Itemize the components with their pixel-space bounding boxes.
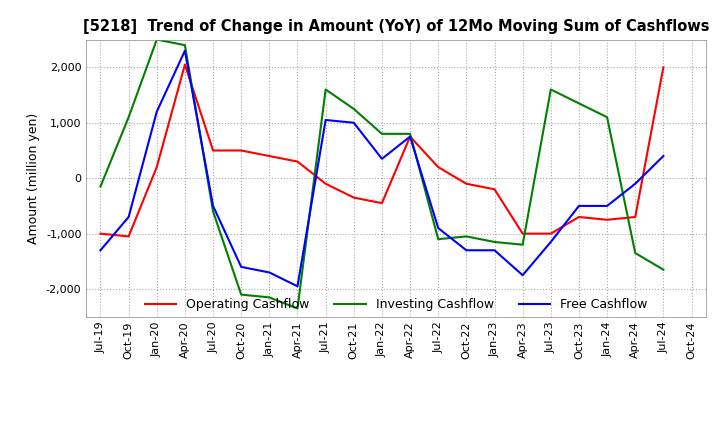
- Operating Cashflow: [575, 214, 583, 220]
- Operating Cashflow: [462, 181, 471, 187]
- Free Cashflow: [434, 225, 443, 231]
- Free Cashflow: [125, 214, 133, 220]
- Investing Cashflow: [265, 295, 274, 300]
- Free Cashflow: [659, 154, 667, 159]
- Line: Operating Cashflow: Operating Cashflow: [101, 65, 663, 236]
- Investing Cashflow: [603, 114, 611, 120]
- Free Cashflow: [490, 248, 499, 253]
- Operating Cashflow: [237, 148, 246, 153]
- Y-axis label: Amount (million yen): Amount (million yen): [27, 113, 40, 244]
- Operating Cashflow: [293, 159, 302, 164]
- Operating Cashflow: [631, 214, 639, 220]
- Free Cashflow: [462, 248, 471, 253]
- Free Cashflow: [377, 156, 386, 161]
- Operating Cashflow: [377, 201, 386, 206]
- Investing Cashflow: [153, 37, 161, 42]
- Operating Cashflow: [546, 231, 555, 236]
- Free Cashflow: [293, 284, 302, 289]
- Free Cashflow: [181, 48, 189, 53]
- Free Cashflow: [631, 181, 639, 187]
- Operating Cashflow: [321, 181, 330, 187]
- Operating Cashflow: [603, 217, 611, 222]
- Investing Cashflow: [575, 101, 583, 106]
- Operating Cashflow: [406, 134, 415, 139]
- Investing Cashflow: [434, 237, 443, 242]
- Operating Cashflow: [490, 187, 499, 192]
- Investing Cashflow: [125, 114, 133, 120]
- Free Cashflow: [237, 264, 246, 270]
- Line: Investing Cashflow: Investing Cashflow: [101, 40, 663, 308]
- Operating Cashflow: [518, 231, 527, 236]
- Investing Cashflow: [518, 242, 527, 247]
- Operating Cashflow: [209, 148, 217, 153]
- Investing Cashflow: [631, 250, 639, 256]
- Investing Cashflow: [293, 306, 302, 311]
- Free Cashflow: [153, 109, 161, 114]
- Investing Cashflow: [181, 43, 189, 48]
- Investing Cashflow: [96, 184, 105, 189]
- Free Cashflow: [265, 270, 274, 275]
- Title: [5218]  Trend of Change in Amount (YoY) of 12Mo Moving Sum of Cashflows: [5218] Trend of Change in Amount (YoY) o…: [83, 19, 709, 34]
- Investing Cashflow: [237, 292, 246, 297]
- Investing Cashflow: [377, 131, 386, 136]
- Operating Cashflow: [659, 65, 667, 70]
- Investing Cashflow: [321, 87, 330, 92]
- Operating Cashflow: [349, 195, 358, 200]
- Investing Cashflow: [406, 131, 415, 136]
- Free Cashflow: [546, 239, 555, 245]
- Free Cashflow: [406, 134, 415, 139]
- Operating Cashflow: [125, 234, 133, 239]
- Investing Cashflow: [546, 87, 555, 92]
- Investing Cashflow: [349, 106, 358, 111]
- Operating Cashflow: [434, 165, 443, 170]
- Operating Cashflow: [153, 165, 161, 170]
- Operating Cashflow: [181, 62, 189, 67]
- Legend: Operating Cashflow, Investing Cashflow, Free Cashflow: Operating Cashflow, Investing Cashflow, …: [140, 293, 652, 316]
- Investing Cashflow: [490, 239, 499, 245]
- Free Cashflow: [603, 203, 611, 209]
- Free Cashflow: [209, 203, 217, 209]
- Free Cashflow: [321, 117, 330, 123]
- Free Cashflow: [575, 203, 583, 209]
- Operating Cashflow: [265, 154, 274, 159]
- Investing Cashflow: [659, 267, 667, 272]
- Free Cashflow: [349, 120, 358, 125]
- Investing Cashflow: [462, 234, 471, 239]
- Free Cashflow: [96, 248, 105, 253]
- Investing Cashflow: [209, 209, 217, 214]
- Line: Free Cashflow: Free Cashflow: [101, 51, 663, 286]
- Free Cashflow: [518, 272, 527, 278]
- Operating Cashflow: [96, 231, 105, 236]
